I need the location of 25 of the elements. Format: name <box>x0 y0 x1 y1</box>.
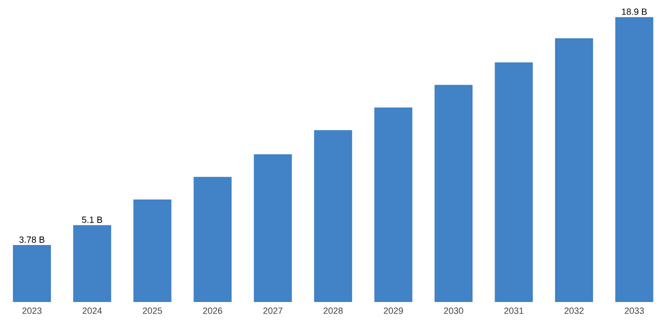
x-tick-label: 2026 <box>203 308 222 314</box>
bar <box>434 84 473 302</box>
data-label: 18.9 B <box>622 8 647 15</box>
x-tick-label: 2029 <box>384 308 403 314</box>
x-tick-label: 2033 <box>624 308 644 314</box>
data-label: 3.78 B <box>19 236 44 243</box>
bar <box>314 130 352 302</box>
x-tick-label: 2031 <box>504 308 524 314</box>
x-tick-label: 2027 <box>263 308 282 314</box>
x-tick-label: 2028 <box>324 308 343 314</box>
bar <box>12 245 51 302</box>
bar <box>254 154 292 302</box>
x-tick-label: 2025 <box>142 308 162 314</box>
data-label: 5.1 B <box>82 216 102 223</box>
x-tick-label: 2024 <box>82 308 102 314</box>
x-tick-label: 2023 <box>22 308 42 314</box>
bar <box>615 17 654 302</box>
bar <box>555 38 594 302</box>
bar <box>374 108 412 302</box>
bar <box>194 176 232 302</box>
x-tick-label: 2030 <box>444 308 464 314</box>
bar <box>73 225 112 302</box>
bar <box>133 199 172 302</box>
bar <box>494 62 533 302</box>
x-tick-label: 2032 <box>564 308 584 314</box>
